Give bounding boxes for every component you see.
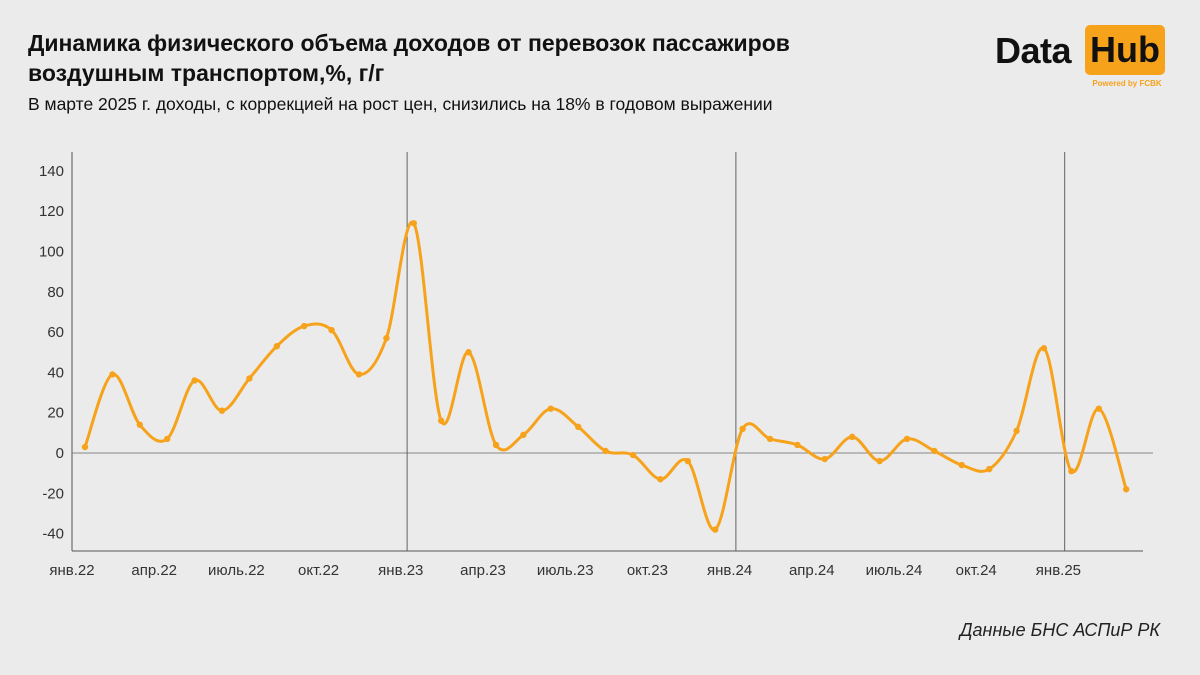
y-tick-label: 20	[47, 405, 64, 422]
data-point	[575, 423, 582, 431]
logo-word-hub: Hub	[1085, 25, 1165, 75]
data-point	[629, 451, 637, 459]
data-point	[410, 220, 417, 227]
data-point	[1123, 486, 1130, 493]
series-line	[83, 220, 1128, 532]
data-point	[164, 435, 171, 443]
y-tick-label: -20	[42, 485, 64, 502]
data-point	[986, 465, 993, 473]
x-tick-label: янв.23	[378, 562, 423, 579]
data-point	[355, 371, 363, 378]
data-source-note: Данные БНС АСПиР РК	[959, 620, 1160, 640]
data-point	[492, 441, 500, 449]
data-point	[520, 431, 527, 439]
x-tick-label: окт.23	[627, 562, 668, 579]
chart-subtitle: В марте 2025 г. доходы, с коррекцией на …	[28, 94, 773, 114]
x-tick-label: апр.24	[789, 562, 835, 579]
data-point	[739, 425, 746, 433]
data-point	[958, 461, 965, 469]
data-point	[794, 441, 801, 449]
x-tick-label: янв.22	[49, 562, 94, 579]
data-point	[931, 447, 938, 455]
data-point	[328, 326, 335, 334]
datahub-logo: Data Hub Powered by FCBK	[995, 22, 1175, 92]
data-point	[191, 377, 198, 384]
data-point	[465, 349, 472, 356]
y-tick-label: 140	[39, 163, 64, 180]
y-tick-label: 100	[39, 244, 64, 261]
data-point	[1068, 467, 1075, 475]
y-tick-label: 60	[47, 324, 64, 341]
logo-word-data: Data	[995, 30, 1072, 71]
data-point	[1095, 405, 1103, 412]
y-tick-label: 40	[47, 364, 64, 381]
data-point	[81, 443, 89, 451]
x-tick-label: янв.25	[1036, 562, 1081, 579]
data-point	[273, 343, 280, 350]
data-point	[136, 421, 143, 428]
year-dividers	[406, 152, 1066, 551]
data-point	[766, 435, 774, 443]
data-point	[301, 322, 308, 330]
data-point	[1013, 427, 1020, 435]
data-point	[383, 334, 390, 342]
y-tick-label: 80	[47, 284, 64, 301]
x-tick-label: янв.24	[707, 562, 752, 579]
x-tick-label: апр.23	[460, 562, 506, 579]
x-tick-label: окт.22	[298, 562, 339, 579]
data-point	[849, 433, 856, 441]
data-point	[684, 457, 691, 465]
data-point	[438, 417, 445, 424]
x-tick-labels: янв.22 апр.22 июль.22 окт.22 янв.23 апр.23 июл…	[49, 562, 1081, 579]
data-point	[602, 447, 609, 455]
data-point	[547, 405, 554, 412]
data-point	[109, 371, 116, 378]
x-tick-label: июль.24	[866, 562, 923, 579]
x-tick-label: июль.22	[208, 562, 265, 579]
y-tick-label: 0	[56, 445, 64, 462]
y-tick-labels: 140 120 100 80 60 40 20 0 -20 -40	[39, 163, 64, 543]
x-tick-label: июль.23	[537, 562, 594, 579]
chart-axes	[71, 152, 1153, 552]
data-point	[821, 455, 828, 463]
data-point	[1040, 345, 1048, 352]
series-layer	[81, 220, 1130, 533]
y-tick-label: 120	[39, 203, 64, 220]
data-point	[218, 407, 226, 414]
x-tick-label: окт.24	[956, 562, 997, 579]
data-point	[876, 457, 883, 465]
data-point	[712, 526, 719, 533]
logo-tagline: Powered by FCBK	[1092, 79, 1162, 88]
data-point	[657, 475, 664, 483]
chart-title: Динамика физического объема доходов от п…	[28, 30, 790, 86]
x-tick-label: апр.22	[131, 562, 177, 579]
data-point	[246, 375, 253, 382]
y-tick-label: -40	[42, 526, 64, 543]
data-point	[903, 435, 911, 443]
